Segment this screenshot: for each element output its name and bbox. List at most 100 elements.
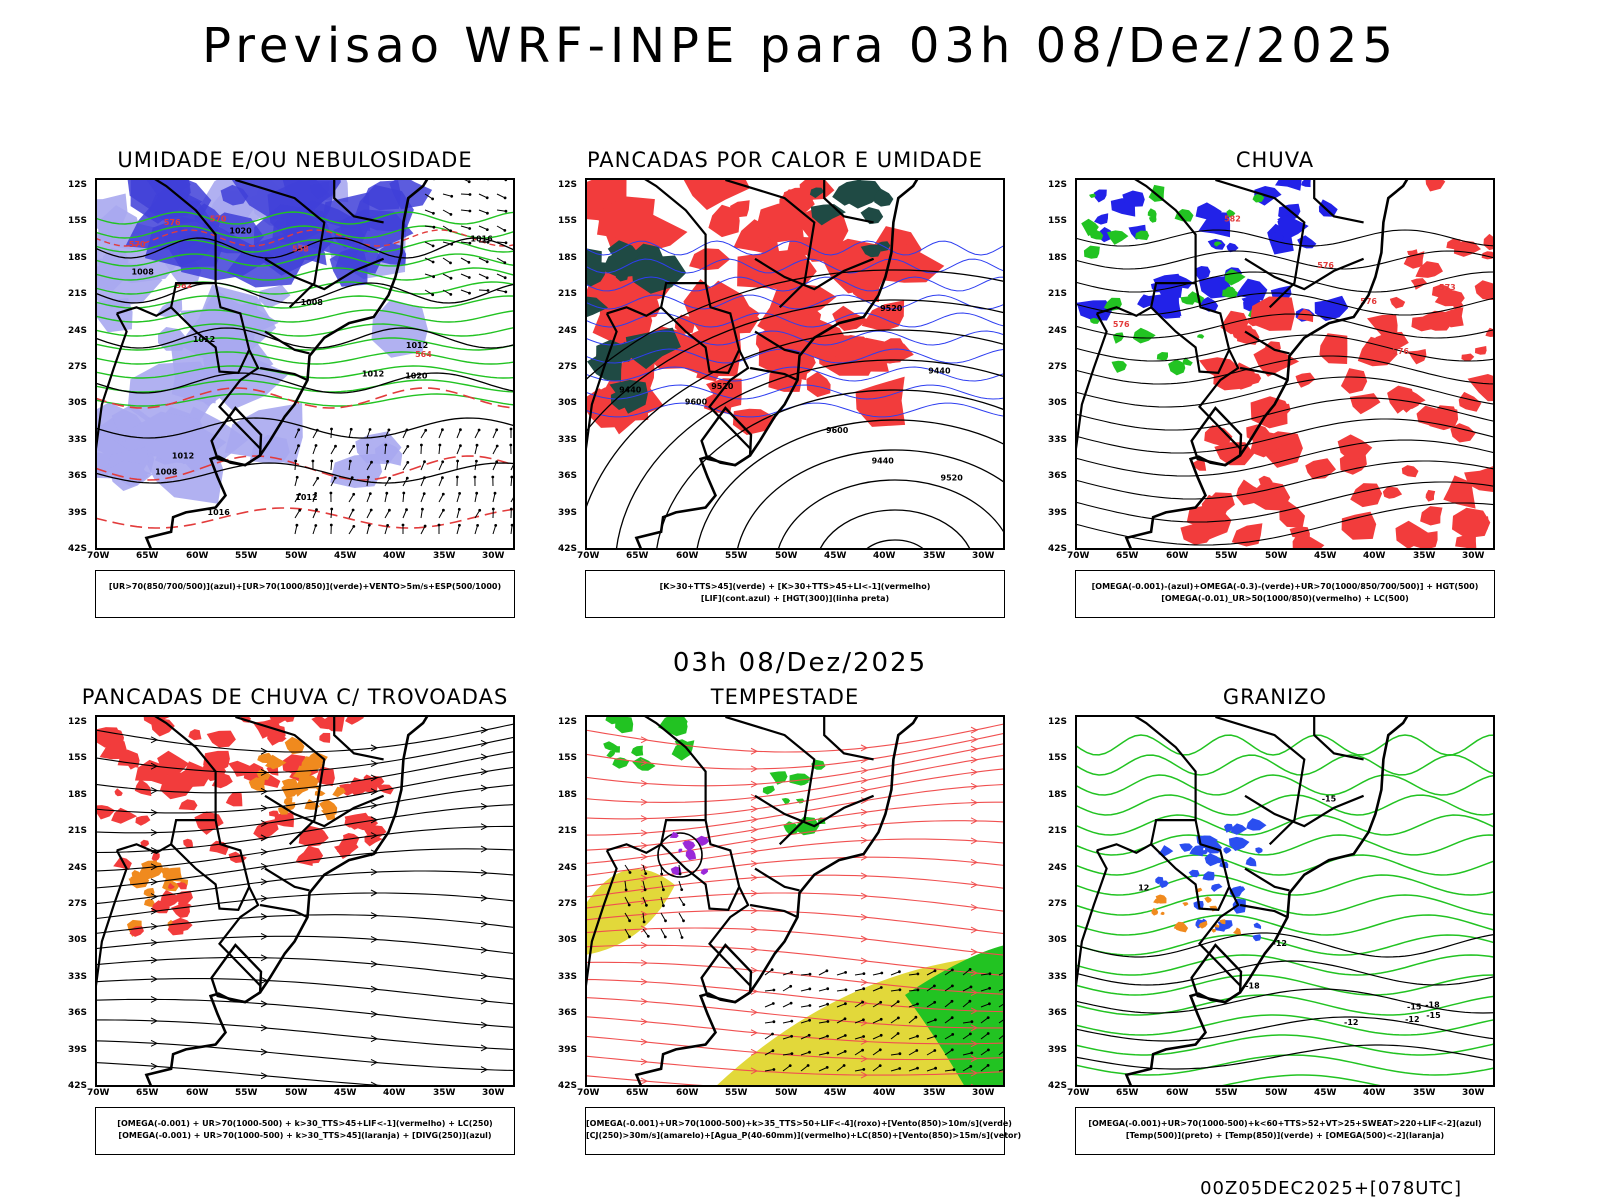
humidity-light-area — [258, 285, 291, 309]
rain-area — [1349, 393, 1381, 415]
wind-vector-head — [367, 475, 370, 479]
streamline-arrow — [970, 745, 979, 753]
streamline-arrow — [370, 744, 379, 752]
legend-line: [K>30+TTS>45](verde) + [K>30+TTS>45+LI<-… — [659, 582, 931, 591]
wind-vector — [384, 429, 390, 439]
country-border — [1190, 943, 1243, 1004]
lc850-streamline — [585, 723, 1005, 753]
streamline-arrow — [370, 935, 379, 943]
wind-vector-head — [352, 444, 356, 448]
wind-vector — [492, 493, 496, 503]
streamline-arrow — [970, 817, 979, 825]
wind-vector-head — [385, 491, 389, 495]
wind-vector — [384, 444, 387, 455]
country-border — [660, 843, 741, 912]
wind-vector — [330, 477, 336, 487]
wind-vector — [660, 928, 666, 938]
wind-vector — [962, 1052, 972, 1056]
panel-legend: [OMEGA(-0.001) + UR>70(1000-500) + k>30_… — [95, 1107, 515, 1155]
wind-vector-head — [916, 972, 920, 976]
wind-vector-head — [334, 444, 337, 448]
streamline-arrow — [260, 862, 269, 870]
wind-vector-head — [366, 443, 369, 447]
wind-vector — [962, 1000, 971, 1008]
height-contour — [1075, 481, 1495, 523]
wind-vector — [492, 429, 498, 439]
contour-label: -15 — [1426, 1011, 1441, 1020]
storm-area — [670, 866, 682, 876]
wind-850-area — [769, 771, 788, 785]
wind-850-area — [631, 745, 644, 757]
wind-vector-head — [987, 1048, 990, 1052]
storm-area — [700, 868, 708, 875]
wind-vector — [980, 1065, 989, 1072]
wind-vector — [474, 461, 477, 471]
wind-vector — [908, 989, 918, 992]
wind-vector — [660, 864, 663, 875]
wind-vector-head — [969, 1065, 973, 1068]
lon-tick-label: 45W — [824, 1088, 847, 1098]
height-contour — [1075, 313, 1495, 339]
map-frame — [585, 178, 1005, 550]
lat-tick-label: 21S — [1048, 826, 1068, 836]
wind-vector — [460, 289, 470, 294]
lat-tick-label: 42S — [558, 1081, 578, 1091]
streamline-arrow — [260, 954, 269, 962]
omega-area — [1122, 190, 1145, 207]
lifted-index-contour — [585, 330, 1005, 346]
wind-vector — [424, 289, 433, 296]
thunderstorm-area — [345, 715, 365, 725]
wind-vector — [312, 509, 317, 519]
wind-850-area — [795, 798, 805, 804]
instability-area — [610, 390, 631, 410]
wind-vector-head — [298, 492, 301, 496]
lon-tick-label: 50W — [285, 1088, 308, 1098]
wind-vector — [872, 1065, 881, 1072]
wind-vector-head — [405, 476, 409, 480]
streamline-arrow — [480, 726, 489, 734]
legend-line: [OMEGA(-0.001) + UR>70(1000-500) + k>30_… — [117, 1119, 493, 1128]
contour-label: 9440 — [619, 386, 642, 395]
wind-vector-head — [467, 260, 471, 264]
convective-area — [781, 187, 818, 213]
wind-vector-head — [645, 903, 648, 907]
country-border — [1150, 843, 1231, 912]
streamline-arrow — [150, 829, 159, 837]
map-panel-2: PANCADAS POR CALOR E UMIDADE 9600 9520 9440… — [558, 148, 1005, 623]
streamline-arrow — [260, 848, 269, 856]
streamline-arrow — [260, 1024, 269, 1032]
streamline-arrow — [640, 998, 649, 1005]
wind-vector-head — [862, 972, 866, 975]
contour-label: 9600 — [826, 426, 849, 435]
wind-vector — [384, 478, 391, 487]
height-contour — [818, 509, 972, 550]
wind-vector — [890, 1017, 899, 1024]
lat-tick-label: 12S — [558, 180, 578, 190]
wind-vector-head — [933, 984, 936, 988]
lon-tick-label: 40W — [1363, 551, 1386, 561]
streamline-arrow — [860, 957, 869, 965]
instability-area — [860, 244, 881, 258]
instability-area — [874, 188, 894, 207]
lon-tick-label: 30W — [1462, 1088, 1485, 1098]
wind-vector-head — [386, 460, 389, 463]
wind-vector-head — [771, 1002, 775, 1005]
wind-vector — [782, 971, 792, 976]
wind-vector — [348, 509, 354, 519]
wind-vector — [836, 1018, 846, 1024]
omega-area — [1094, 213, 1109, 225]
wind-vector — [460, 257, 470, 263]
wind-vector — [800, 1051, 810, 1056]
height-contour — [585, 269, 1005, 382]
wind-vector-head — [459, 428, 462, 432]
streamline-arrow — [860, 776, 869, 784]
contour-label: 576 — [1392, 347, 1409, 356]
wind-vector-head — [662, 888, 665, 892]
thunderstorm-area — [95, 805, 116, 820]
convective-area — [674, 314, 695, 335]
panel-legend: [OMEGA(-0.001)-(azul)+OMEGA(-0.3)-(verde… — [1075, 570, 1495, 618]
wind-vector — [926, 985, 935, 992]
hail-area — [1246, 818, 1267, 831]
wind-vector-head — [384, 443, 388, 447]
wind-vector — [782, 985, 791, 992]
